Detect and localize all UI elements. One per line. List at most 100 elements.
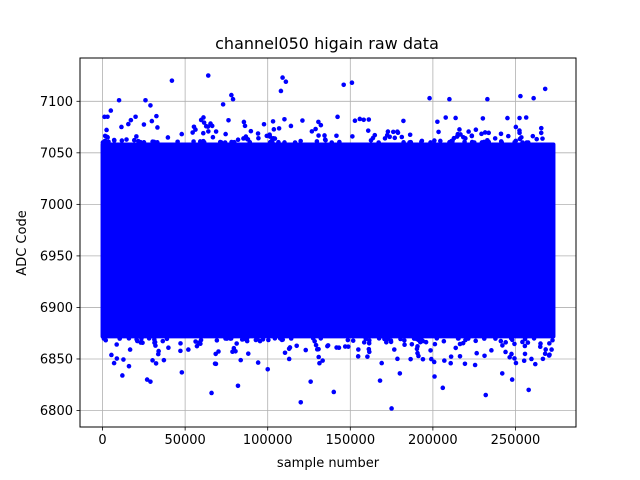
data-point	[282, 350, 288, 356]
outlier-point	[518, 93, 523, 99]
data-point	[318, 336, 324, 341]
data-point	[126, 121, 131, 127]
data-point	[482, 130, 488, 135]
outlier-point	[427, 95, 432, 101]
data-point	[248, 128, 254, 134]
outlier-point	[349, 80, 355, 86]
data-point	[276, 139, 281, 145]
data-point	[395, 129, 400, 134]
data-point	[218, 140, 224, 145]
data-point	[408, 356, 413, 362]
outlier-point	[440, 385, 446, 391]
data-point	[309, 129, 315, 134]
data-point	[409, 341, 415, 347]
data-point	[366, 340, 372, 346]
data-point	[111, 138, 117, 143]
data-point	[300, 118, 305, 123]
data-point	[155, 351, 161, 357]
data-point	[141, 122, 147, 127]
data-point	[489, 348, 494, 353]
data-point	[432, 341, 438, 347]
data-point	[415, 350, 420, 356]
data-point	[436, 129, 441, 135]
data-point	[141, 140, 147, 145]
data-point	[134, 338, 140, 344]
x-tick-label: 50000	[164, 433, 205, 448]
data-point	[282, 140, 287, 145]
data-point	[190, 130, 195, 135]
data-point	[267, 139, 273, 145]
data-point	[138, 340, 144, 345]
data-point	[457, 353, 463, 359]
data-point	[550, 337, 555, 343]
data-point	[391, 347, 397, 352]
data-point	[522, 343, 528, 349]
data-point	[423, 339, 429, 345]
data-point	[318, 122, 324, 128]
data-point	[431, 359, 437, 365]
data-point	[208, 121, 213, 126]
data-point	[517, 128, 522, 133]
data-point	[419, 139, 424, 145]
outlier-point	[397, 371, 403, 376]
data-point	[379, 360, 384, 366]
outlier-point	[377, 378, 383, 383]
data-point	[509, 337, 515, 343]
data-point	[179, 131, 185, 137]
data-point	[438, 138, 443, 144]
data-point	[325, 343, 331, 348]
outlier-point	[116, 97, 122, 103]
data-point	[287, 345, 293, 350]
data-point	[365, 128, 371, 133]
data-point	[161, 357, 167, 363]
data-point	[512, 139, 517, 145]
data-point	[473, 338, 478, 344]
outlier-point	[331, 389, 337, 395]
data-point	[345, 344, 351, 349]
outlier-point	[447, 96, 452, 102]
data-point	[101, 336, 107, 341]
data-point	[186, 347, 191, 352]
data-point	[117, 336, 123, 341]
data-point	[366, 349, 372, 355]
data-point	[399, 134, 405, 140]
outlier-point	[209, 390, 214, 396]
data-point	[401, 140, 406, 145]
data-point	[455, 336, 461, 341]
outlier-point	[483, 392, 489, 398]
outlier-point	[526, 387, 531, 393]
data-point	[363, 336, 369, 342]
data-point	[323, 137, 328, 143]
y-axis-ticks: 6800 6850 6900 6950 7000 7050 7100	[40, 95, 80, 419]
data-point	[241, 136, 246, 141]
outlier-point	[205, 73, 211, 78]
data-point	[313, 342, 319, 348]
data-point	[228, 336, 234, 341]
data-point	[288, 336, 294, 341]
data-point	[244, 336, 250, 341]
data-point	[245, 137, 251, 142]
data-point	[206, 129, 211, 134]
data-point	[530, 133, 536, 139]
data-point	[241, 119, 247, 125]
data-point	[178, 348, 183, 354]
data-point	[420, 356, 426, 362]
data-point	[154, 113, 159, 119]
outlier-point	[105, 114, 110, 120]
data-point	[498, 338, 504, 344]
outlier-point	[179, 370, 185, 375]
data-point	[521, 358, 527, 363]
data-point	[368, 138, 374, 143]
data-point	[226, 117, 231, 123]
data-point	[337, 139, 342, 145]
data-point	[492, 136, 498, 141]
data-points	[100, 73, 556, 411]
data-point	[480, 116, 486, 121]
data-point	[335, 114, 340, 120]
data-point	[317, 360, 322, 366]
data-point	[198, 337, 204, 343]
data-point	[334, 345, 339, 350]
data-point	[376, 140, 381, 145]
data-point	[272, 336, 278, 341]
data-point	[100, 140, 106, 145]
